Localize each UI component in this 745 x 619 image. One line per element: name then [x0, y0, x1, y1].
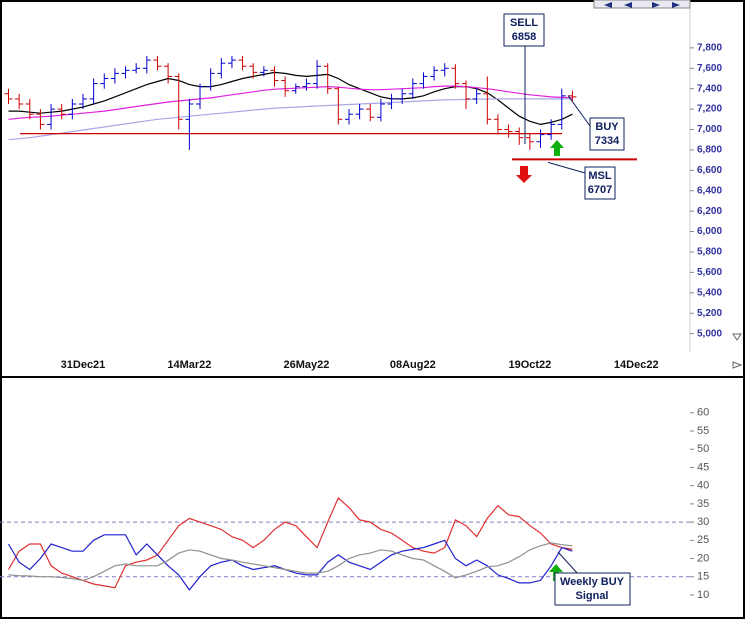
x-tick-label: 26May22: [283, 359, 329, 371]
y-tick-label: 7,600: [697, 63, 722, 74]
x-tick-label: 19Oct22: [508, 359, 551, 371]
series-line: [7, 534, 573, 591]
series-line: [8, 98, 573, 141]
annotation-value: 6858: [512, 31, 536, 43]
x-tick-label: 08Aug22: [390, 359, 436, 371]
sell-arrow: [516, 166, 532, 183]
y-tick-label: 50: [697, 443, 709, 455]
y-tick-label: 25: [697, 534, 709, 546]
annotation-box: [554, 572, 631, 606]
y-tick-label: 15: [697, 571, 709, 583]
y-tick-label: 5,600: [697, 267, 722, 278]
nav-bar[interactable]: [593, 0, 691, 9]
annotation-value: 7334: [595, 135, 620, 147]
y-tick-label: 7,800: [697, 43, 722, 54]
y-tick-label: 6,400: [697, 185, 722, 196]
annotation-label: Signal: [575, 590, 608, 602]
y-tick-label: 7,000: [697, 124, 722, 135]
y-tick-label: 5,200: [697, 308, 722, 319]
annotation-label: Weekly BUY: [560, 576, 625, 588]
x-tick-label: 31Dec21: [61, 359, 106, 371]
y-tick-label: 35: [697, 498, 709, 510]
y-tick-label: 5,000: [697, 328, 722, 339]
series-line: [8, 542, 573, 582]
y-tick-label: 20: [697, 552, 709, 564]
msl-connector: [547, 161, 586, 174]
annotation-value: 6707: [588, 184, 612, 196]
y-tick-label: 40: [697, 480, 709, 492]
annotation-box: [503, 13, 545, 47]
series-line: [7, 497, 573, 589]
annotation-label: BUY: [595, 121, 619, 133]
y-tick-label: 30: [697, 516, 709, 528]
y-tick-label: 6,200: [697, 206, 722, 217]
x-tick-label: 14Dec22: [614, 359, 659, 371]
y-tick-label: 5,800: [697, 247, 722, 258]
x-tick-label: 14Mar22: [167, 359, 211, 371]
y-tick-label: 6,600: [697, 165, 722, 176]
y-tick-label: 6,800: [697, 145, 722, 156]
annotation-box: [589, 117, 625, 151]
series-line: [8, 85, 573, 120]
y-tick-label: 5,400: [697, 287, 722, 298]
y-tick-label: 10: [697, 589, 709, 601]
y-tick-label: 45: [697, 461, 709, 473]
annotation-label: SELL: [510, 17, 538, 29]
nav-arrows[interactable]: [604, 2, 680, 8]
y-tick-label: 60: [697, 407, 709, 419]
series-line: [8, 71, 573, 126]
y-tick-label: 7,400: [697, 83, 722, 94]
annotation-box: [584, 166, 616, 200]
y-tick-label: 7,200: [697, 104, 722, 115]
buy-arrow: [550, 140, 564, 156]
y-tick-label: 55: [697, 425, 709, 437]
annotation-connector: [557, 551, 579, 575]
y-tick-label: 6,000: [697, 226, 722, 237]
scroll-arrows[interactable]: [732, 333, 743, 369]
annotation-label: MSL: [588, 170, 612, 182]
nav-buttons[interactable]: [593, 0, 691, 9]
buy-connector: [567, 95, 591, 127]
